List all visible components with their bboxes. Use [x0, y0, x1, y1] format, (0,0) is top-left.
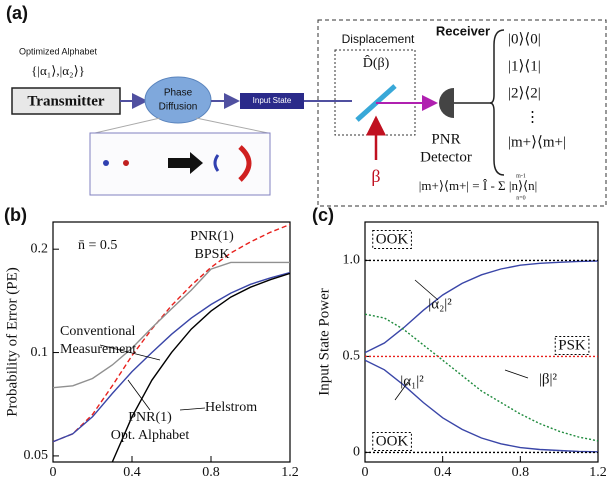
- series-label: |α₁|²: [400, 373, 424, 389]
- annotation: Helstrom: [205, 400, 257, 415]
- brace: [490, 30, 504, 175]
- y-tick-label: 1.0: [343, 253, 361, 268]
- y-tick-label: 0.2: [31, 241, 49, 256]
- pointer: [180, 408, 205, 410]
- displacement-op: D̂(β): [363, 54, 390, 71]
- projector: ⋮: [525, 109, 540, 125]
- series-label: OOK: [376, 433, 409, 449]
- x-tick-label: 1.2: [281, 465, 299, 477]
- projector: |0⟩⟨0|: [508, 31, 541, 47]
- panel-label: (c): [312, 205, 334, 225]
- annotation: Conventional: [60, 324, 136, 339]
- series-label: |α₂|²: [428, 296, 452, 312]
- x-tick-label: 0.8: [512, 465, 530, 477]
- annotation: BPSK: [194, 247, 229, 262]
- zoom-line: [196, 118, 268, 133]
- annotation: Measurement: [60, 342, 136, 357]
- projector: |m+⟩⟨m+|: [508, 134, 566, 150]
- sum-limit: n=0: [516, 195, 525, 201]
- formula: |m+⟩⟨m+| = Î - Σ |n⟩⟨n|: [419, 178, 537, 193]
- transmitter: Transmitter: [27, 93, 105, 109]
- inset-dot: [103, 160, 109, 166]
- y-axis-label: Input State Power: [316, 288, 332, 395]
- beta: β: [371, 166, 380, 186]
- panel-a: (a) Optimized Alphabet {|α₁⟩,|α₂⟩} Trans…: [6, 3, 606, 206]
- annotation: n̄ = 0.5: [78, 238, 117, 253]
- x-tick-label: 0: [50, 465, 57, 477]
- detector-label: PNR: [431, 131, 460, 147]
- annotation: PNR(1): [190, 229, 234, 244]
- series-label: |β|²: [539, 371, 558, 387]
- x-tick-label: 0.8: [202, 465, 220, 477]
- pointer: [128, 380, 150, 410]
- displacement: Displacement: [342, 32, 415, 46]
- x-tick-label: 0.4: [123, 465, 141, 477]
- x-tick-label: 0.4: [434, 465, 452, 477]
- y-axis-label: Probability of Error (PE): [4, 267, 20, 417]
- detector-label: Detector: [420, 149, 472, 165]
- x-tick-label: 1.2: [589, 465, 607, 477]
- y-tick-label: 0.5: [343, 349, 361, 364]
- panel-label: (a): [6, 3, 28, 23]
- x-tick-label: 0: [362, 465, 369, 477]
- series-label: PSK: [558, 337, 586, 353]
- inset-dot: [123, 160, 129, 166]
- annotation: Opt. Alphabet: [111, 428, 190, 443]
- pointer: [505, 370, 528, 378]
- detector: [439, 88, 454, 118]
- cloud: [145, 77, 211, 123]
- sum-limit: m-1: [516, 173, 526, 179]
- projector: |1⟩⟨1|: [508, 58, 541, 74]
- alphabet: {|α₁⟩,|α₂⟩}: [31, 63, 85, 78]
- diffusion-text: Phase: [164, 88, 193, 99]
- figure: (a) Optimized Alphabet {|α₁⟩,|α₂⟩} Trans…: [0, 0, 612, 477]
- series-label: OOK: [376, 231, 409, 247]
- projector: |2⟩⟨2|: [508, 85, 541, 101]
- receiver: Receiver: [436, 23, 490, 38]
- diffusion-text: Diffusion: [159, 102, 198, 113]
- y-tick-label: 0.05: [24, 448, 49, 463]
- annotation: PNR(1): [128, 410, 172, 425]
- panel-label: (b): [4, 205, 27, 225]
- alphabet-title: Optimized Alphabet: [19, 46, 98, 56]
- input-state: Input State: [253, 96, 292, 105]
- zoom-line: [95, 118, 160, 133]
- y-tick-label: 0.1: [31, 345, 49, 360]
- y-tick-label: 0: [353, 445, 360, 460]
